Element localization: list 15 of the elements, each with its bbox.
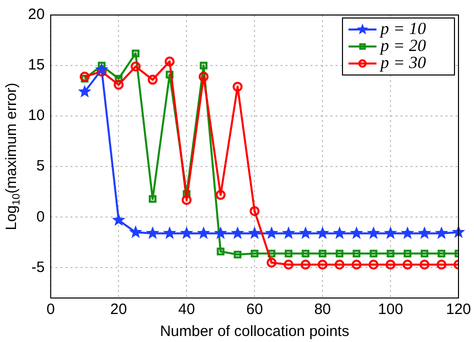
- x-tick-label: 40: [178, 301, 195, 318]
- y-tick-label: -5: [31, 258, 45, 276]
- x-tick-label: 60: [246, 301, 263, 318]
- y-axis-title: Log10(maximum error): [3, 82, 22, 230]
- x-tick-label: 120: [446, 301, 471, 318]
- legend-label: p = 10: [379, 18, 426, 38]
- x-tick-label: 100: [378, 301, 404, 318]
- x-tick-label: 20: [110, 301, 127, 318]
- y-tick-label: 10: [28, 107, 45, 124]
- y-tick-label: 15: [28, 56, 45, 74]
- y-tick-label: 5: [36, 158, 45, 175]
- x-axis-title: Number of collocation points: [160, 323, 350, 340]
- x-tick-label: 80: [314, 301, 331, 318]
- y-tick-label: 0: [36, 208, 45, 226]
- y-tick-label: 20: [28, 6, 45, 24]
